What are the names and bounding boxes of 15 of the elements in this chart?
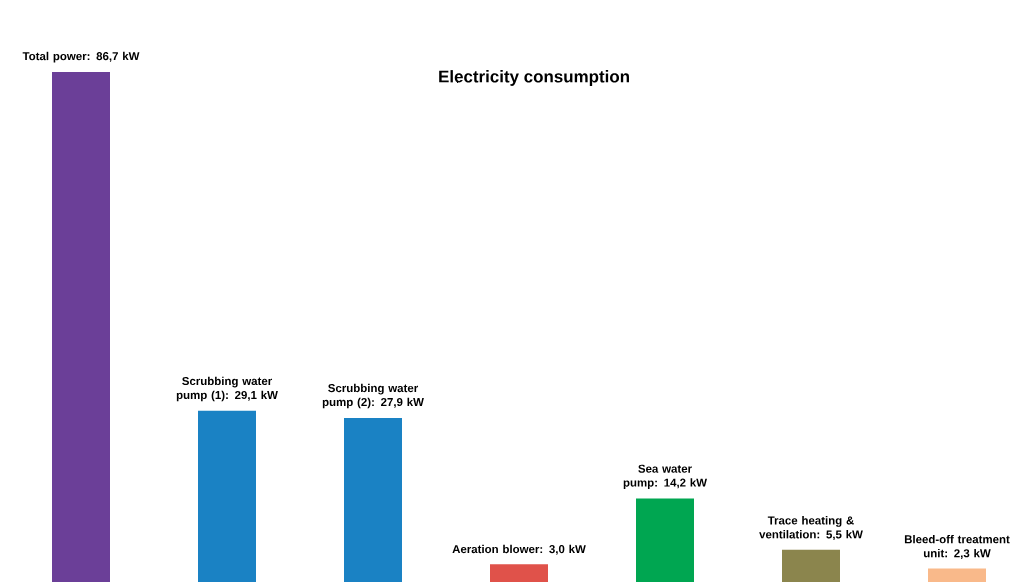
data-label: Trace heating & ventilation: 5,5 kW xyxy=(759,516,863,541)
bar xyxy=(636,498,694,582)
data-label: Scrubbing water pump (2): 27,9 kW xyxy=(322,383,424,409)
data-label: Bleed-off treatment unit: 2,3 kW xyxy=(904,534,1010,559)
bar xyxy=(490,564,548,582)
data-label: Total power: 86,7 kW xyxy=(22,51,140,63)
bar xyxy=(198,410,256,582)
data-label: Aeration blower: 3,0 kW xyxy=(452,544,586,555)
data-label: Scrubbing water pump (1): 29,1 kW xyxy=(176,376,278,402)
bar xyxy=(52,72,110,582)
data-label: Sea water pump: 14,2 kW xyxy=(623,464,707,489)
bar xyxy=(928,568,986,582)
bar xyxy=(782,549,840,582)
chart-title: Electricity consumption xyxy=(439,70,629,86)
bar xyxy=(344,417,402,582)
